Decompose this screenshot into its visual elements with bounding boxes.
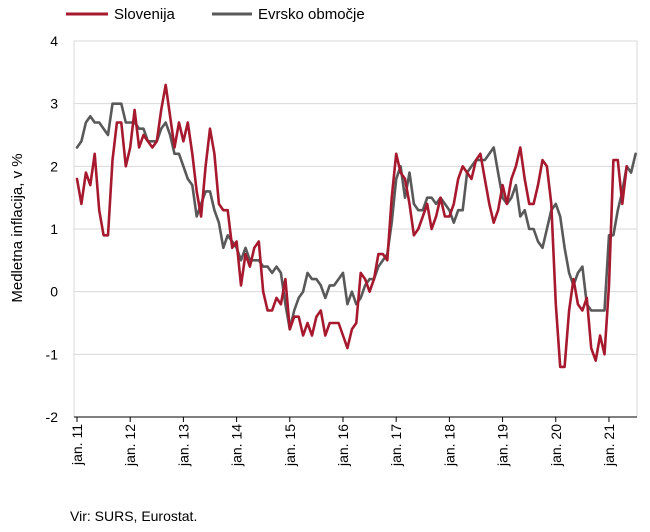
x-tick-label: jan. 16 [335,424,351,467]
legend: Slovenija Evrsko območje [66,6,365,23]
series-line-slovenija [75,83,629,369]
x-axis: jan. 11 jan. 12 jan. 13 jan. 14 jan. 15 jan. … [69,416,637,467]
y-tick-label: -1 [46,346,59,362]
x-tick-label: jan. 17 [388,424,404,467]
y-tick-label: 1 [50,221,58,237]
legend-label-slovenija: Slovenija [114,6,176,23]
source-note: Vir: SURS, Eurostat. [70,508,197,524]
x-tick-label: jan. 18 [441,424,457,467]
x-tick-label: jan. 11 [69,424,85,466]
x-tick-label: jan. 20 [548,424,564,467]
legend-label-evrsko-obmocje: Evrsko območje [258,6,365,23]
y-tick-label: 4 [50,33,58,49]
y-tick-label: 3 [50,96,58,112]
x-tick-label: jan. 19 [495,424,511,467]
x-tick-label: jan. 13 [175,424,191,467]
x-tick-label: jan. 21 [601,424,617,467]
x-tick-label: jan. 12 [122,424,138,467]
x-tick-label: jan. 15 [282,424,298,467]
x-tick-label: jan. 14 [229,424,245,467]
y-tick-label: 0 [50,284,58,300]
y-axis-title: Medletna inflacija, v % [9,153,26,302]
series-lines [75,83,637,369]
y-tick-label: -2 [46,409,59,425]
series-line-evrsko-obmocje [75,102,637,331]
y-tick-label: 2 [50,158,58,174]
y-axis-ticks: -2 -1 0 1 2 3 4 [46,33,59,425]
